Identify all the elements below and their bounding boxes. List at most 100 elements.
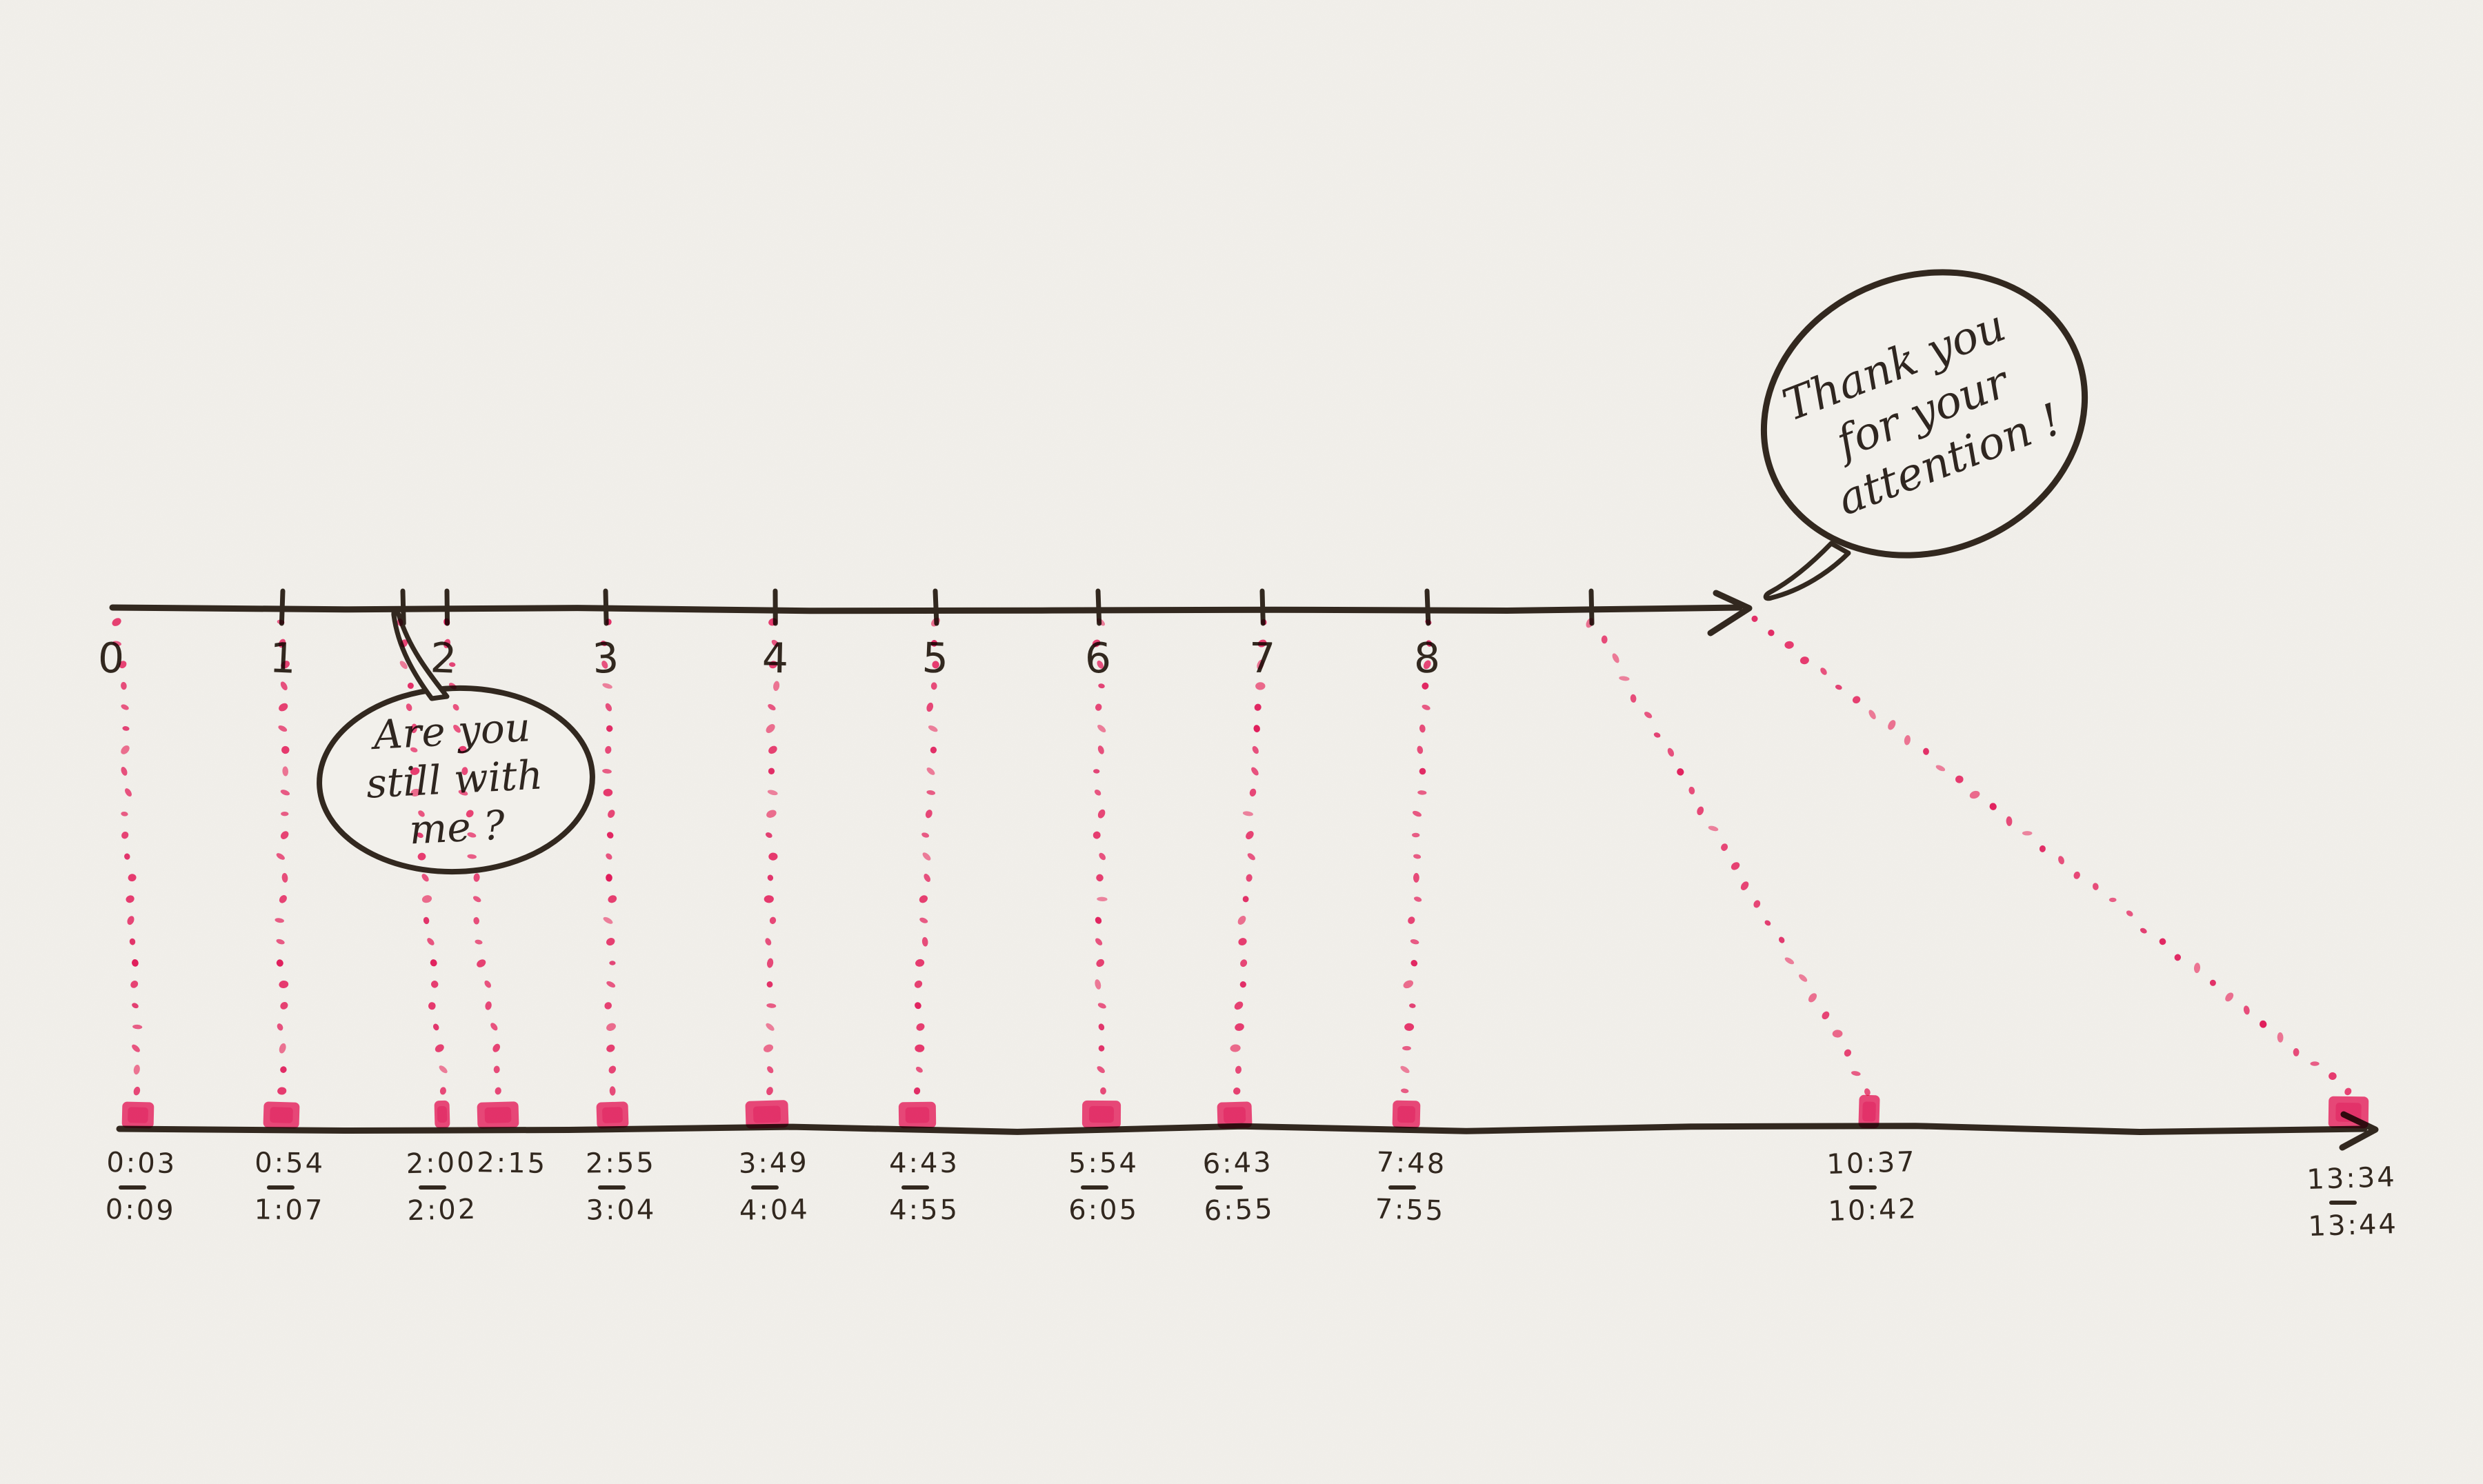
pink-dot	[2073, 871, 2080, 879]
pink-dot	[477, 959, 486, 967]
pink-dot	[1261, 619, 1267, 625]
pink-dot	[406, 703, 412, 712]
pink-dot	[417, 832, 423, 839]
pink-dot	[1677, 768, 1684, 776]
pink-dot	[605, 619, 612, 625]
highlighter-blob-core	[128, 1107, 148, 1123]
pink-dot	[1098, 683, 1105, 689]
pink-dot	[1097, 896, 1108, 902]
pink-dot	[608, 895, 617, 903]
pink-dot	[1096, 618, 1106, 626]
pink-dot	[1255, 682, 1266, 690]
pink-dot	[461, 767, 468, 775]
pink-dot	[915, 1066, 923, 1073]
pink-dot	[281, 745, 290, 754]
pink-dot	[919, 895, 928, 903]
pink-dot	[926, 702, 934, 712]
pink-dot	[2006, 816, 2013, 826]
pink-dot	[121, 745, 130, 754]
pink-dot	[129, 938, 136, 945]
pink-dot	[1852, 696, 1861, 704]
pink-dot	[127, 916, 134, 925]
pink-dot	[601, 661, 608, 669]
pink-dot	[280, 681, 288, 690]
pink-dot	[421, 874, 429, 882]
pink-dot	[1425, 619, 1432, 625]
time-end-label: 6:55	[1204, 1193, 1275, 1227]
pink-dot	[452, 703, 459, 711]
pink-dot	[1888, 720, 1896, 730]
pink-dot	[1784, 641, 1794, 649]
pink-dot	[399, 661, 408, 670]
pink-dot	[2329, 1072, 2337, 1081]
bubble-text-line: still with	[365, 751, 544, 807]
time-labels-layer: 0:03 0:09 0:54 1:07 2:00 2:02 2:15 2:55 3:04 3:49…	[105, 1146, 2398, 1243]
pink-dot	[281, 872, 288, 883]
highlighter-blob-core	[602, 1107, 623, 1123]
pink-dot	[428, 1002, 436, 1010]
pink-dot	[493, 1065, 500, 1074]
pink-dot	[916, 1023, 925, 1031]
pink-dot	[133, 1086, 141, 1096]
pink-dot	[1247, 853, 1255, 861]
pink-dot	[1097, 745, 1104, 754]
time-end-label: 1:07	[254, 1194, 324, 1227]
pink-dot	[1644, 712, 1653, 719]
pink-dot	[119, 661, 127, 669]
dotted-connector	[763, 618, 780, 1096]
pink-dot	[492, 1043, 501, 1052]
pink-dot	[1844, 1049, 1851, 1057]
highlighter-blob-core	[1397, 1105, 1415, 1123]
pink-dot	[1230, 1044, 1241, 1052]
time-start-label: 4:43	[889, 1147, 959, 1179]
pink-dot	[2310, 1061, 2320, 1066]
pink-dot	[1989, 803, 1997, 810]
pink-dot	[922, 852, 931, 861]
pink-dot	[1753, 900, 1761, 908]
pink-dot	[279, 703, 288, 712]
pink-dot	[407, 682, 414, 689]
dotted-connector	[1400, 619, 1433, 1094]
pink-dot	[1419, 724, 1426, 733]
highlighter-blob	[596, 1101, 629, 1129]
pink-dot	[600, 641, 608, 646]
pink-dot	[1249, 788, 1257, 797]
pink-dot	[1095, 916, 1102, 924]
pink-dot	[2293, 1048, 2300, 1056]
pink-dot	[1242, 896, 1249, 903]
pink-dot	[410, 723, 417, 734]
dotted-connector	[1092, 618, 1108, 1095]
pink-dot	[766, 1087, 773, 1096]
time-end-label: 6:05	[1068, 1194, 1139, 1226]
pink-dot	[397, 618, 403, 626]
time-end-label: 7:55	[1375, 1193, 1446, 1227]
pink-dot	[1096, 874, 1104, 882]
pink-dot	[921, 936, 928, 947]
bubble-text-line: me ?	[408, 801, 507, 853]
pink-dot	[112, 641, 121, 646]
pink-dot	[281, 661, 290, 669]
pink-dot	[2277, 1032, 2284, 1043]
tick-label: 0	[97, 634, 125, 683]
pink-dot	[2259, 1020, 2267, 1028]
pink-dot	[606, 1044, 615, 1052]
pink-dot	[1235, 1023, 1244, 1031]
pink-dot	[466, 810, 474, 818]
pink-dot	[1099, 852, 1106, 861]
highlighter-blob	[1392, 1100, 1421, 1129]
axis-tick-mark	[1095, 588, 1102, 626]
pink-dot	[276, 853, 285, 860]
pink-dot	[1097, 809, 1106, 819]
pink-dot	[928, 725, 938, 732]
pink-dot	[602, 769, 612, 774]
pink-dot	[280, 1002, 288, 1010]
axis-tick-mark	[279, 588, 286, 626]
pink-dot	[1426, 640, 1433, 647]
time-start-label: 6:43	[1202, 1147, 1273, 1181]
pink-dot	[132, 959, 139, 967]
pink-dot	[430, 959, 437, 967]
pink-dot	[1246, 831, 1254, 840]
pink-dot	[1955, 775, 1964, 783]
dotted-connector	[913, 617, 940, 1095]
